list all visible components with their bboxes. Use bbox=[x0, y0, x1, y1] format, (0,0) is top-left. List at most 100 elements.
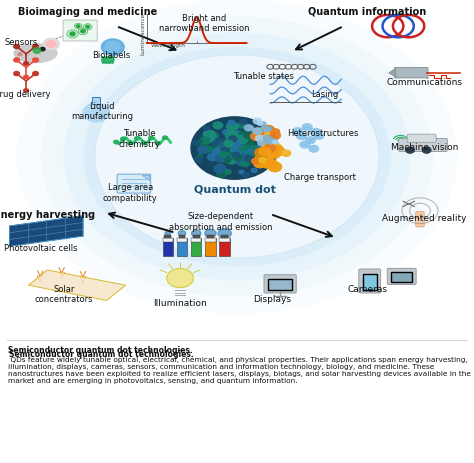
Circle shape bbox=[237, 155, 249, 163]
Circle shape bbox=[232, 145, 245, 154]
Circle shape bbox=[218, 229, 231, 238]
Polygon shape bbox=[28, 270, 126, 301]
Circle shape bbox=[74, 25, 82, 30]
FancyBboxPatch shape bbox=[191, 238, 201, 242]
Circle shape bbox=[236, 141, 246, 148]
FancyBboxPatch shape bbox=[394, 68, 428, 79]
Circle shape bbox=[70, 33, 75, 37]
FancyBboxPatch shape bbox=[399, 139, 447, 152]
Text: Quantum dot: Quantum dot bbox=[194, 184, 275, 194]
Circle shape bbox=[220, 156, 231, 163]
Circle shape bbox=[222, 138, 228, 142]
Circle shape bbox=[270, 152, 280, 159]
Text: Solar
concentrators: Solar concentrators bbox=[35, 284, 93, 304]
Circle shape bbox=[254, 135, 262, 141]
Circle shape bbox=[238, 142, 250, 150]
Circle shape bbox=[142, 142, 146, 145]
Circle shape bbox=[263, 136, 270, 141]
Circle shape bbox=[233, 155, 242, 161]
Circle shape bbox=[203, 149, 208, 153]
Circle shape bbox=[83, 25, 92, 31]
Circle shape bbox=[191, 118, 278, 180]
Circle shape bbox=[262, 159, 272, 166]
Text: Energy harvesting: Energy harvesting bbox=[0, 210, 96, 219]
Circle shape bbox=[246, 154, 254, 160]
Circle shape bbox=[83, 104, 109, 123]
Circle shape bbox=[223, 131, 229, 135]
Circle shape bbox=[220, 149, 229, 155]
Circle shape bbox=[237, 161, 245, 167]
Circle shape bbox=[258, 130, 269, 138]
Circle shape bbox=[231, 149, 237, 153]
Circle shape bbox=[237, 132, 244, 138]
Circle shape bbox=[237, 137, 246, 143]
Circle shape bbox=[260, 128, 273, 138]
Circle shape bbox=[244, 160, 248, 163]
Circle shape bbox=[24, 89, 28, 93]
Circle shape bbox=[215, 155, 226, 163]
Circle shape bbox=[221, 148, 229, 153]
Text: Biolabels: Biolabels bbox=[92, 51, 130, 60]
Circle shape bbox=[220, 150, 230, 157]
Circle shape bbox=[214, 165, 226, 174]
Circle shape bbox=[241, 135, 251, 142]
FancyBboxPatch shape bbox=[387, 269, 416, 285]
Circle shape bbox=[215, 143, 224, 149]
Ellipse shape bbox=[64, 33, 410, 281]
Circle shape bbox=[262, 159, 275, 169]
FancyBboxPatch shape bbox=[163, 238, 173, 256]
Circle shape bbox=[269, 142, 276, 147]
Circle shape bbox=[247, 126, 254, 131]
Circle shape bbox=[165, 232, 171, 236]
Circle shape bbox=[253, 119, 261, 125]
Circle shape bbox=[270, 150, 280, 157]
FancyBboxPatch shape bbox=[207, 236, 214, 238]
Circle shape bbox=[253, 129, 264, 137]
Circle shape bbox=[229, 154, 236, 158]
Circle shape bbox=[197, 155, 202, 159]
Circle shape bbox=[255, 132, 263, 138]
Circle shape bbox=[263, 128, 272, 134]
Circle shape bbox=[270, 146, 284, 156]
Circle shape bbox=[253, 129, 262, 135]
Text: Bioimaging and medicine: Bioimaging and medicine bbox=[18, 7, 157, 17]
FancyBboxPatch shape bbox=[179, 236, 185, 238]
Circle shape bbox=[258, 142, 264, 146]
Circle shape bbox=[255, 131, 264, 137]
Circle shape bbox=[114, 141, 118, 144]
Circle shape bbox=[255, 147, 264, 154]
Circle shape bbox=[217, 157, 225, 163]
Circle shape bbox=[220, 150, 229, 156]
Text: QDs feature widely tunable optical, electrical, chemical, and physical propertie: QDs feature widely tunable optical, elec… bbox=[8, 356, 471, 383]
Circle shape bbox=[260, 149, 270, 156]
Circle shape bbox=[251, 132, 263, 141]
Circle shape bbox=[302, 124, 312, 131]
Circle shape bbox=[225, 170, 231, 175]
Text: Illumination: Illumination bbox=[153, 298, 207, 307]
Circle shape bbox=[244, 125, 253, 131]
Ellipse shape bbox=[14, 45, 57, 63]
Circle shape bbox=[155, 142, 160, 146]
Circle shape bbox=[261, 157, 273, 165]
Circle shape bbox=[245, 156, 253, 162]
Circle shape bbox=[192, 141, 200, 146]
FancyBboxPatch shape bbox=[407, 135, 436, 143]
Circle shape bbox=[267, 139, 274, 144]
Circle shape bbox=[199, 145, 208, 152]
Circle shape bbox=[14, 45, 19, 50]
Circle shape bbox=[273, 141, 278, 144]
Circle shape bbox=[272, 140, 277, 144]
Text: Tunable
chemistry: Tunable chemistry bbox=[119, 129, 161, 148]
Circle shape bbox=[228, 131, 237, 138]
Circle shape bbox=[259, 129, 268, 136]
Circle shape bbox=[233, 132, 245, 140]
Circle shape bbox=[245, 141, 255, 148]
Circle shape bbox=[232, 146, 238, 151]
Circle shape bbox=[213, 123, 223, 130]
Circle shape bbox=[259, 148, 271, 156]
Ellipse shape bbox=[17, 0, 457, 314]
Circle shape bbox=[208, 154, 218, 161]
Circle shape bbox=[309, 146, 319, 153]
Circle shape bbox=[230, 142, 240, 149]
Text: Wavelength: Wavelength bbox=[151, 44, 186, 48]
